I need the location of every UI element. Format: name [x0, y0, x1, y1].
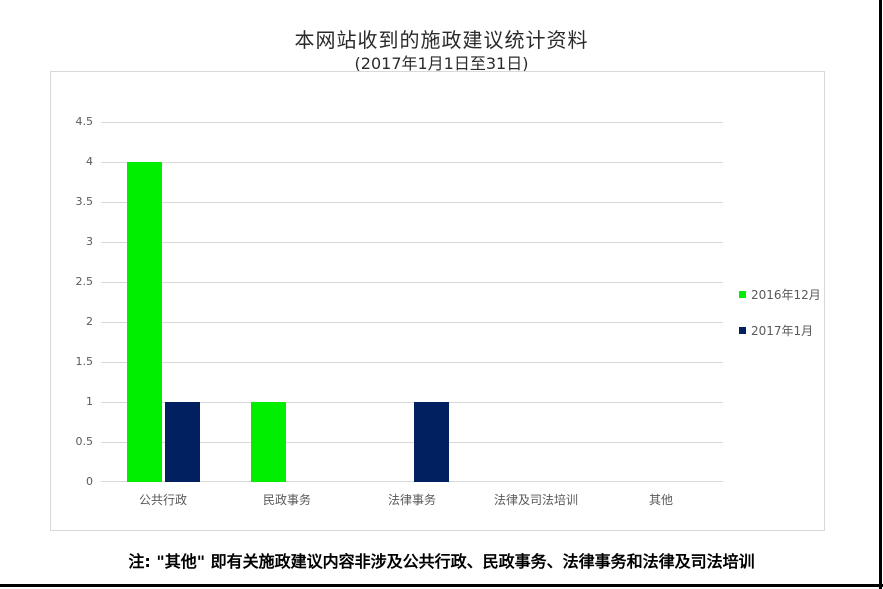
legend-item-2016年12月: 2016年12月 — [739, 286, 821, 303]
gridline — [101, 202, 723, 203]
bar-2016年12月-民政事务 — [251, 402, 286, 482]
x-axis-category-label: 公共行政 — [138, 493, 187, 507]
gridline — [101, 481, 723, 482]
y-axis-tick-label: 3 — [86, 235, 93, 248]
gridline — [101, 362, 723, 363]
x-axis-category-label: 其他 — [648, 493, 673, 507]
y-axis-tick-label: 4 — [86, 155, 93, 168]
x-axis-category-label: 民政事务 — [262, 493, 311, 507]
y-axis-tick-label: 0 — [86, 475, 93, 488]
chart-area: 0 0.5 1 1.5 2 2.5 3 3.5 4 4.5 公共行政 民政事务 法律事务 法律及司法培训 其… — [50, 71, 825, 531]
y-axis-tick-label: 0.5 — [75, 435, 94, 448]
y-axis-tick-label: 1.5 — [75, 355, 94, 368]
y-axis-tick-label: 4.5 — [75, 115, 94, 128]
bar-2017年1月-法律事务 — [414, 402, 449, 482]
y-axis-tick-label: 2.5 — [75, 275, 94, 288]
gridline — [101, 122, 723, 123]
bar-2016年12月-公共行政 — [127, 162, 162, 482]
gridline — [101, 282, 723, 283]
x-axis-category-label: 法律及司法培训 — [493, 493, 578, 507]
legend-swatch-icon — [739, 291, 746, 298]
y-axis-tick-label: 1 — [86, 395, 93, 408]
legend-label: 2016年12月 — [751, 288, 821, 302]
gridline — [101, 442, 723, 443]
plot-area: 0 0.5 1 1.5 2 2.5 3 3.5 4 4.5 公共行政 民政事务 法律事务 法律及司法培训 其… — [76, 115, 723, 507]
legend: 2016年12月 2017年1月 — [739, 286, 821, 358]
gridline — [101, 242, 723, 243]
legend-label: 2017年1月 — [751, 324, 814, 338]
chart-subtitle: (2017年1月1日至31日) — [354, 54, 529, 73]
x-axis-category-label: 法律事务 — [387, 493, 436, 507]
legend-item-2017年1月: 2017年1月 — [739, 322, 821, 339]
gridline — [101, 322, 723, 323]
legend-swatch-icon — [739, 327, 746, 334]
bar-2017年1月-公共行政 — [165, 402, 200, 482]
gridline — [101, 162, 723, 163]
gridline — [101, 402, 723, 403]
y-axis-tick-label: 2 — [86, 315, 93, 328]
y-axis-tick-label: 3.5 — [75, 195, 94, 208]
footnote: 注: "其他" 即有关施政建议内容非涉及公共行政、民政事务、法律事务和法律及司法… — [128, 552, 755, 571]
chart-title: 本网站收到的施政建议统计资料 — [294, 28, 589, 52]
image-border-right — [879, 0, 882, 589]
image-border-bottom — [0, 584, 883, 587]
